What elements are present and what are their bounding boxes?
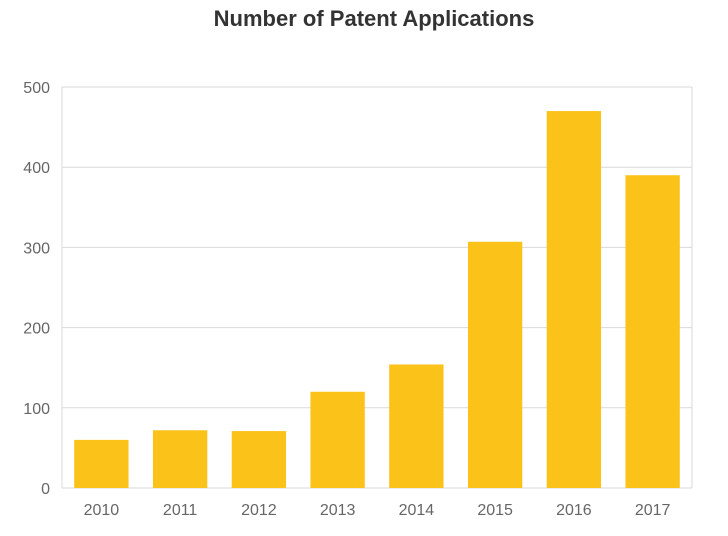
bar-2012 [231, 431, 287, 488]
bar-2010 [74, 439, 129, 488]
x-tick-label: 2017 [635, 502, 671, 519]
bar-2013 [310, 391, 365, 488]
x-tick-label: 2013 [320, 502, 356, 519]
axis-layer: 0 100 200 300 400 500 2010 2011 2012 2013 2014 2015… [23, 80, 670, 519]
bar-2015 [467, 241, 523, 488]
x-tick-label: 2015 [477, 502, 513, 519]
y-tick-label: 500 [23, 80, 50, 97]
chart-title: Number of Patent Applications [213, 6, 535, 31]
y-tick-label: 0 [41, 481, 50, 498]
y-tick-label: 400 [23, 160, 50, 177]
x-tick-label: 2016 [556, 502, 592, 519]
bar-layer [74, 111, 680, 488]
bar-2016 [546, 111, 602, 488]
bar-2011 [152, 430, 208, 488]
y-tick-label: 200 [23, 321, 50, 338]
x-tick-label: 2012 [241, 502, 277, 519]
x-tick-label: 2010 [84, 502, 120, 519]
y-tick-label: 100 [23, 401, 50, 418]
x-tick-label: 2014 [399, 502, 435, 519]
bar-2017 [625, 175, 680, 488]
x-tick-label: 2011 [163, 502, 198, 519]
bar-2014 [389, 364, 444, 488]
y-tick-label: 300 [23, 240, 50, 257]
